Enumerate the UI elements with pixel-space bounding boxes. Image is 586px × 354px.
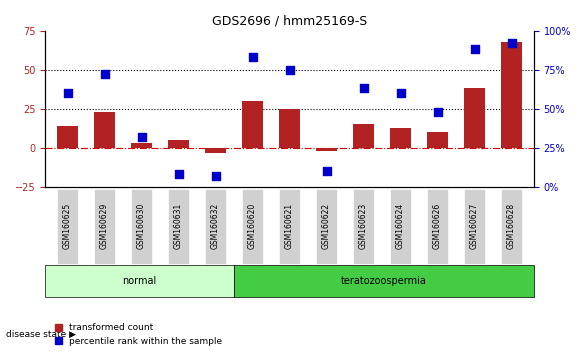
Bar [131, 143, 152, 148]
FancyBboxPatch shape [94, 189, 115, 264]
Point [285, 67, 294, 73]
FancyBboxPatch shape [280, 189, 299, 264]
Text: GSM160626: GSM160626 [433, 203, 442, 249]
Text: GSM160624: GSM160624 [396, 203, 405, 249]
FancyBboxPatch shape [502, 189, 522, 264]
Bar [280, 109, 299, 148]
Bar [353, 124, 374, 148]
FancyBboxPatch shape [390, 189, 411, 264]
Title: GDS2696 / hmm25169-S: GDS2696 / hmm25169-S [212, 15, 367, 28]
Text: disease state ▶: disease state ▶ [6, 330, 76, 339]
Point [211, 173, 220, 179]
Bar [57, 126, 78, 148]
Point [137, 134, 146, 140]
Text: GSM160623: GSM160623 [359, 203, 368, 249]
FancyBboxPatch shape [131, 189, 152, 264]
Point [63, 90, 72, 96]
Text: GSM160622: GSM160622 [322, 203, 331, 249]
Text: GSM160630: GSM160630 [137, 203, 146, 249]
Legend: transformed count, percentile rank within the sample: transformed count, percentile rank withi… [52, 320, 226, 349]
FancyBboxPatch shape [168, 189, 189, 264]
Point [359, 86, 368, 91]
Text: GSM160620: GSM160620 [248, 203, 257, 249]
FancyBboxPatch shape [427, 189, 448, 264]
Bar [427, 132, 448, 148]
Point [396, 90, 406, 96]
Text: normal: normal [122, 276, 157, 286]
Text: GSM160631: GSM160631 [174, 203, 183, 249]
Point [433, 109, 442, 115]
Bar [390, 127, 411, 148]
FancyBboxPatch shape [243, 189, 263, 264]
Point [174, 172, 183, 177]
FancyBboxPatch shape [57, 189, 78, 264]
Bar [94, 112, 115, 148]
Bar [243, 101, 263, 148]
Text: GSM160628: GSM160628 [507, 203, 516, 249]
FancyBboxPatch shape [316, 189, 337, 264]
FancyBboxPatch shape [353, 189, 374, 264]
Text: GSM160621: GSM160621 [285, 203, 294, 249]
FancyBboxPatch shape [464, 189, 485, 264]
Text: GSM160632: GSM160632 [211, 203, 220, 249]
Point [100, 72, 109, 77]
Text: teratozoospermia: teratozoospermia [341, 276, 427, 286]
FancyBboxPatch shape [205, 189, 226, 264]
Text: GSM160627: GSM160627 [470, 203, 479, 249]
Bar [502, 41, 522, 148]
Text: GSM160629: GSM160629 [100, 203, 109, 249]
FancyBboxPatch shape [234, 265, 534, 297]
Bar [168, 140, 189, 148]
Point [507, 40, 516, 46]
Bar [316, 148, 337, 151]
Point [470, 46, 479, 52]
Point [322, 169, 331, 174]
Bar [205, 148, 226, 153]
Text: GSM160625: GSM160625 [63, 203, 72, 249]
Bar [464, 88, 485, 148]
FancyBboxPatch shape [45, 265, 234, 297]
Point [248, 54, 257, 60]
